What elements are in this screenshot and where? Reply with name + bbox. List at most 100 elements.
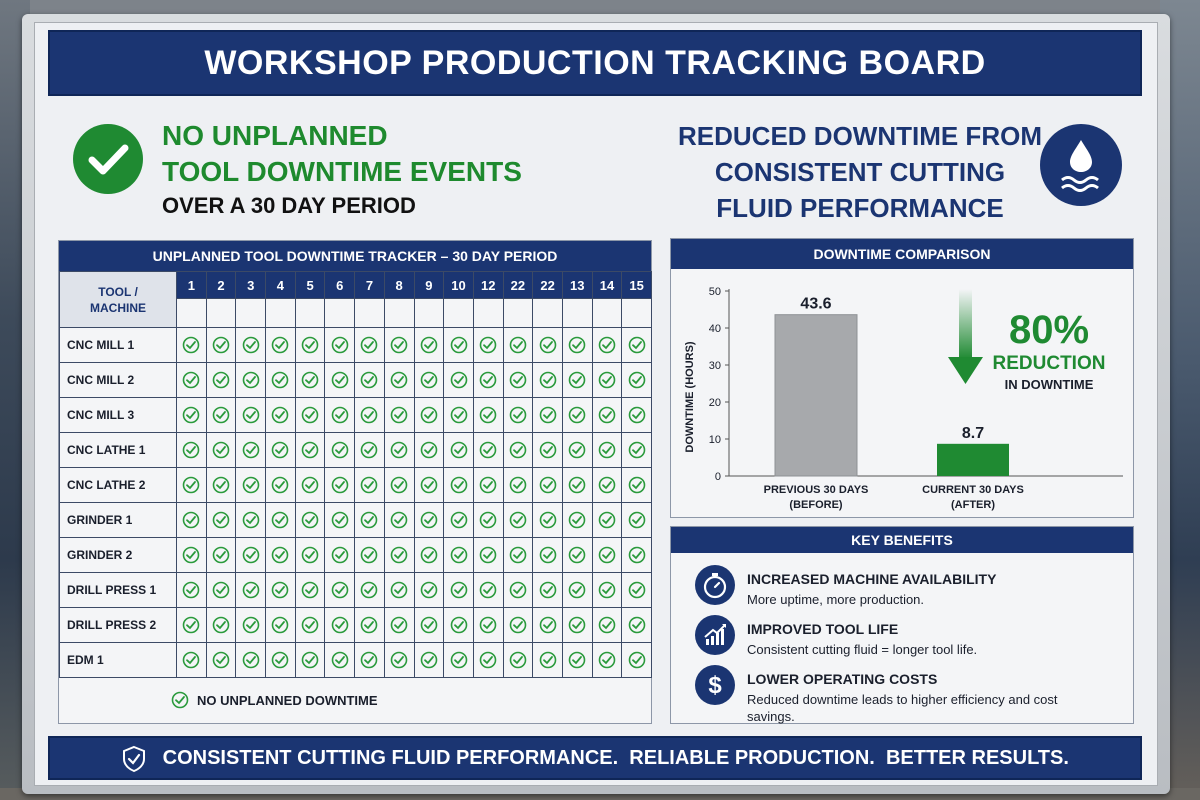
- status-cell: [443, 642, 474, 678]
- status-cell: [561, 327, 593, 363]
- check-icon: [420, 336, 438, 354]
- status-cell: [354, 572, 385, 608]
- status-cell: [502, 397, 534, 433]
- status-cell: [591, 642, 623, 678]
- check-icon: [568, 371, 586, 389]
- status-cell: [472, 432, 504, 468]
- benefit-title: IMPROVED TOOL LIFE: [747, 621, 899, 637]
- check-icon: [272, 651, 289, 669]
- check-icon: [479, 406, 497, 424]
- check-icon: [183, 371, 200, 389]
- check-icon: [479, 336, 497, 354]
- check-icon: [242, 371, 260, 389]
- status-cell: [324, 537, 356, 573]
- reduction-label: REDUCTION: [993, 353, 1106, 374]
- status-cell: [443, 572, 474, 608]
- status-cell: [354, 327, 385, 363]
- status-cell: [294, 537, 326, 573]
- check-icon: [479, 616, 497, 634]
- status-cell: [591, 502, 623, 538]
- table-row: CNC MILL 2: [59, 362, 652, 398]
- status-cell: [413, 607, 445, 643]
- check-icon: [509, 511, 527, 529]
- x-tick-label: CURRENT 30 DAYS: [922, 484, 1024, 496]
- check-icon: [301, 406, 319, 424]
- status-cell: [472, 397, 504, 433]
- tracker-title: UNPLANNED TOOL DOWNTIME TRACKER – 30 DAY…: [59, 241, 651, 271]
- check-icon: [598, 546, 616, 564]
- check-icon: [539, 581, 556, 599]
- downtime-bar-chart: DOWNTIME (HOURS) 0 10 20 30 40 50 43.6 8.7 PRE…: [684, 286, 1123, 511]
- check-icon: [450, 336, 467, 354]
- status-cell: [324, 502, 356, 538]
- reduction-value: 80%: [1009, 308, 1089, 352]
- status-cell: [205, 397, 237, 433]
- blank-cell: [354, 298, 385, 328]
- status-cell: [205, 607, 237, 643]
- check-icon: [390, 616, 408, 634]
- status-cell: [532, 572, 563, 608]
- status-cell: [205, 467, 237, 503]
- check-icon: [479, 371, 497, 389]
- check-icon: [568, 511, 586, 529]
- headline-no-downtime: NO UNPLANNED TOOL DOWNTIME EVENTS: [162, 118, 602, 190]
- check-icon: [272, 441, 289, 459]
- status-cell: [265, 502, 296, 538]
- status-cell: [294, 607, 326, 643]
- check-icon: [539, 616, 556, 634]
- blank-cell: [561, 298, 593, 328]
- status-cell: [294, 502, 326, 538]
- tool-name: GRINDER 2: [59, 537, 177, 573]
- check-icon: [420, 511, 438, 529]
- check-icon: [331, 441, 349, 459]
- down-arrow-icon: [948, 289, 983, 384]
- status-cell: [561, 397, 593, 433]
- check-icon: [242, 476, 260, 494]
- blank-cell: [176, 298, 207, 328]
- check-icon: [242, 441, 260, 459]
- status-cell: [383, 397, 415, 433]
- benefit-availability: INCREASED MACHINE AVAILABILITY More upti…: [695, 561, 1115, 611]
- check-icon: [242, 651, 260, 669]
- check-icon: [420, 406, 438, 424]
- status-cell: [205, 537, 237, 573]
- bar-value-label: 43.6: [800, 296, 831, 313]
- blank-cell: [443, 298, 474, 328]
- day-header: 2: [205, 271, 237, 299]
- status-cell: [502, 327, 534, 363]
- check-icon: [479, 511, 497, 529]
- check-icon: [628, 616, 645, 634]
- status-cell: [294, 467, 326, 503]
- check-icon: [509, 546, 527, 564]
- status-cell: [176, 467, 207, 503]
- status-cell: [235, 572, 267, 608]
- check-icon: [301, 511, 319, 529]
- status-cell: [472, 327, 504, 363]
- status-cell: [383, 642, 415, 678]
- status-cell: [176, 362, 207, 398]
- status-cell: [561, 502, 593, 538]
- blank-cell: [532, 298, 563, 328]
- status-cell: [383, 327, 415, 363]
- status-cell: [205, 362, 237, 398]
- day-header: 15: [621, 271, 652, 299]
- status-cell: [591, 467, 623, 503]
- check-icon: [598, 336, 616, 354]
- check-icon: [568, 441, 586, 459]
- footer-slogan: CONSISTENT CUTTING FLUID PERFORMANCE. RE…: [48, 736, 1142, 780]
- benefit-tool-life: IMPROVED TOOL LIFE Consistent cutting fl…: [695, 611, 1115, 661]
- check-icon: [331, 616, 349, 634]
- blank-cell: [413, 298, 445, 328]
- check-icon: [509, 441, 527, 459]
- status-cell: [265, 642, 296, 678]
- check-icon: [212, 476, 230, 494]
- status-cell: [176, 432, 207, 468]
- status-cell: [561, 362, 593, 398]
- shield-check-icon: [123, 745, 146, 772]
- check-icon: [420, 581, 438, 599]
- check-icon: [183, 476, 200, 494]
- blank-cell: [502, 298, 534, 328]
- check-icon: [509, 651, 527, 669]
- status-cell: [235, 537, 267, 573]
- benefit-text: More uptime, more production.: [747, 592, 925, 607]
